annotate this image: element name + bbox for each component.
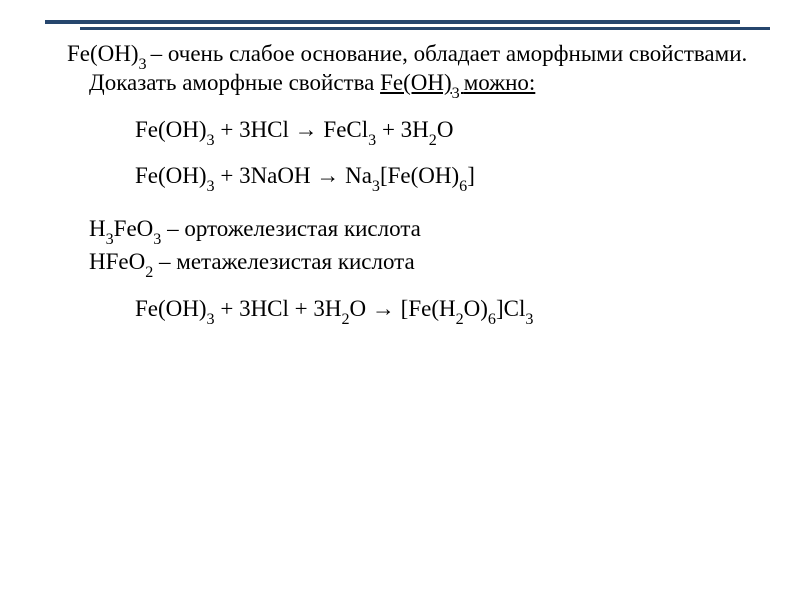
acid-1: H3FeO3 – ортожелезистая кислота [55,215,750,244]
equation-1: Fe(OH)3 + 3HCl → FeCl3 + 3H2O [55,116,750,145]
equation-2: Fe(OH)3 + 3NaOH → Na3[Fe(OH)6] [55,162,750,191]
eq1-a: Fe(OH) [135,117,207,142]
intro-lead: Fe(OH) [67,41,139,66]
acid2-desc: – метажелезистая кислота [153,249,414,274]
eq3-bsub: 2 [342,311,350,328]
eq2-csub: 6 [459,178,467,195]
acid2-lead: HFeO [89,249,145,274]
eq2-a: Fe(OH) [135,163,207,188]
eq3-e: ]Cl [496,296,525,321]
eq2-b: + 3NaOH → Na [215,163,372,188]
intro-sub1: 3 [139,56,151,73]
eq1-c: + 3H [376,117,429,142]
equation-3: Fe(OH)3 + 3HCl + 3H2O → [Fe(H2O)6]Cl3 [55,295,750,324]
eq3-b: + 3HCl + 3H [215,296,342,321]
slide-container: Fe(OH)3 – очень слабое основание, облада… [0,0,800,600]
intro-tail-end: можно: [464,70,536,95]
intro-paragraph: Fe(OH)3 – очень слабое основание, облада… [55,40,750,98]
eq2-asub: 3 [207,178,215,195]
eq2-bsub: 3 [372,178,380,195]
eq3-d: O) [464,296,488,321]
eq2-d: ] [467,163,475,188]
acid1-sub1: 3 [106,231,114,248]
eq1-bsub: 3 [368,132,376,149]
eq3-dsub: 6 [488,311,496,328]
eq3-a: Fe(OH) [135,296,207,321]
eq3-csub: 2 [456,311,464,328]
acid1-desc: – ортожелезистая кислота [161,216,421,241]
eq1-b: + 3HCl → FeCl [215,117,369,142]
eq1-asub: 3 [207,132,215,149]
eq3-c: O → [Fe(H [350,296,456,321]
eq1-end: O [437,117,454,142]
header-rule-mid [80,27,770,30]
eq3-asub: 3 [207,311,215,328]
acid2-sub1: 2 [145,264,153,281]
acid1-lead: H [89,216,106,241]
eq3-esub: 3 [525,311,533,328]
header-rule-top [45,20,740,24]
acid1-mid: FeO [114,216,154,241]
eq1-csub: 2 [429,132,437,149]
acid-2: HFeO2 – метажелезистая кислота [55,248,750,277]
intro-tail-sub: 3 [452,85,464,102]
intro-tail-lead: Fe(OH) [380,70,452,95]
acid1-sub2: 3 [153,231,161,248]
eq2-c: [Fe(OH) [380,163,459,188]
